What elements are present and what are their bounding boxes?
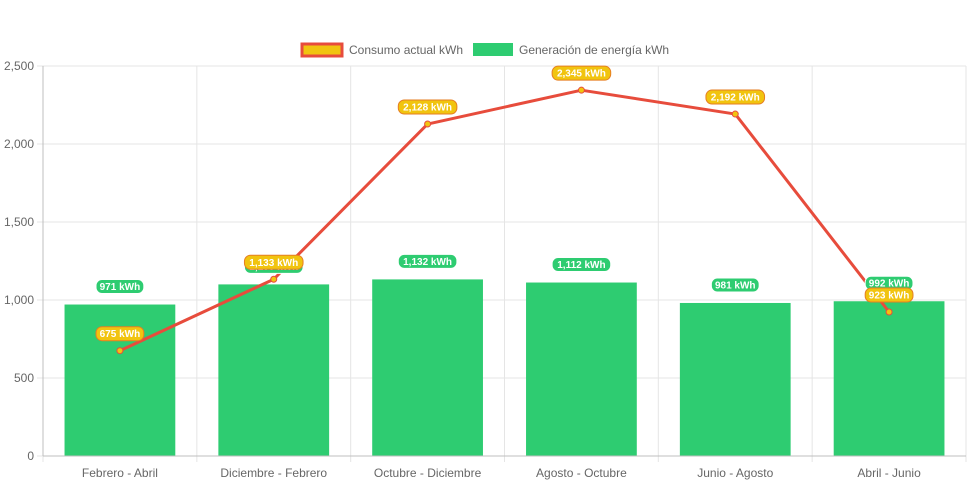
data-label: 1,112 kWh xyxy=(557,260,605,271)
x-tick-label: Junio - Agosto xyxy=(697,466,773,480)
data-label-box xyxy=(397,99,458,115)
legend-swatch[interactable] xyxy=(473,43,513,56)
data-label: 675 kWh xyxy=(100,329,141,340)
data-label: 1,132 kWh xyxy=(403,257,452,268)
bar-series xyxy=(64,279,945,456)
grid xyxy=(37,65,967,462)
data-label-box xyxy=(551,65,612,81)
y-tick-label: 2,500 xyxy=(4,59,34,73)
line-point[interactable] xyxy=(424,120,432,128)
x-tick-label: Abril - Junio xyxy=(857,466,921,480)
data-label: 2,192 kWh xyxy=(711,93,760,104)
data-label-box xyxy=(95,279,145,295)
line-point[interactable] xyxy=(577,86,585,94)
x-tick-label: Febrero - Abril xyxy=(82,466,158,480)
y-tick-label: 500 xyxy=(14,371,34,385)
series-line xyxy=(119,88,891,353)
data-label: 2,345 kWh xyxy=(557,69,606,80)
x-tick-label: Octubre - Diciembre xyxy=(374,466,482,480)
data-label-box xyxy=(551,257,612,273)
data-label-box xyxy=(864,287,914,303)
bar[interactable] xyxy=(218,284,330,456)
y-tick-label: 1,500 xyxy=(4,215,34,229)
data-label: 1,133 kWh xyxy=(249,258,298,269)
legend-label[interactable]: Consumo actual kWh xyxy=(349,43,463,57)
data-label: 981 kWh xyxy=(715,280,756,291)
line-point[interactable] xyxy=(270,275,278,283)
y-tick-label: 2,000 xyxy=(4,137,34,151)
line-series xyxy=(116,86,893,355)
data-label: 992 kWh xyxy=(869,279,910,290)
data-label-box xyxy=(705,89,766,105)
bar[interactable] xyxy=(372,279,483,456)
bar[interactable] xyxy=(833,301,945,456)
data-label: 923 kWh xyxy=(869,291,910,302)
legend-swatch[interactable] xyxy=(300,42,344,58)
data-label-box xyxy=(397,253,458,269)
bar[interactable] xyxy=(679,302,791,456)
x-tick-label: Diciembre - Febrero xyxy=(220,466,327,480)
data-label: 971 kWh xyxy=(100,282,141,293)
line-point[interactable] xyxy=(885,308,893,316)
data-label-box xyxy=(710,277,760,293)
legend[interactable]: Consumo actual kWh Generación de energía … xyxy=(300,42,669,58)
line-point[interactable] xyxy=(731,110,739,118)
legend-label[interactable]: Generación de energía kWh xyxy=(519,43,669,57)
y-tick-label: 0 xyxy=(27,449,34,463)
data-label: 2,128 kWh xyxy=(403,103,452,114)
x-tick-label: Agosto - Octubre xyxy=(536,466,627,480)
data-label-box xyxy=(243,254,304,270)
line-point[interactable] xyxy=(116,347,124,355)
data-label-box xyxy=(95,326,145,342)
bar[interactable] xyxy=(526,282,637,456)
y-tick-label: 1,000 xyxy=(4,293,34,307)
axes: 0 500 1,000 1,500 2,000 2,500 Febrero - Abril D… xyxy=(4,59,966,480)
